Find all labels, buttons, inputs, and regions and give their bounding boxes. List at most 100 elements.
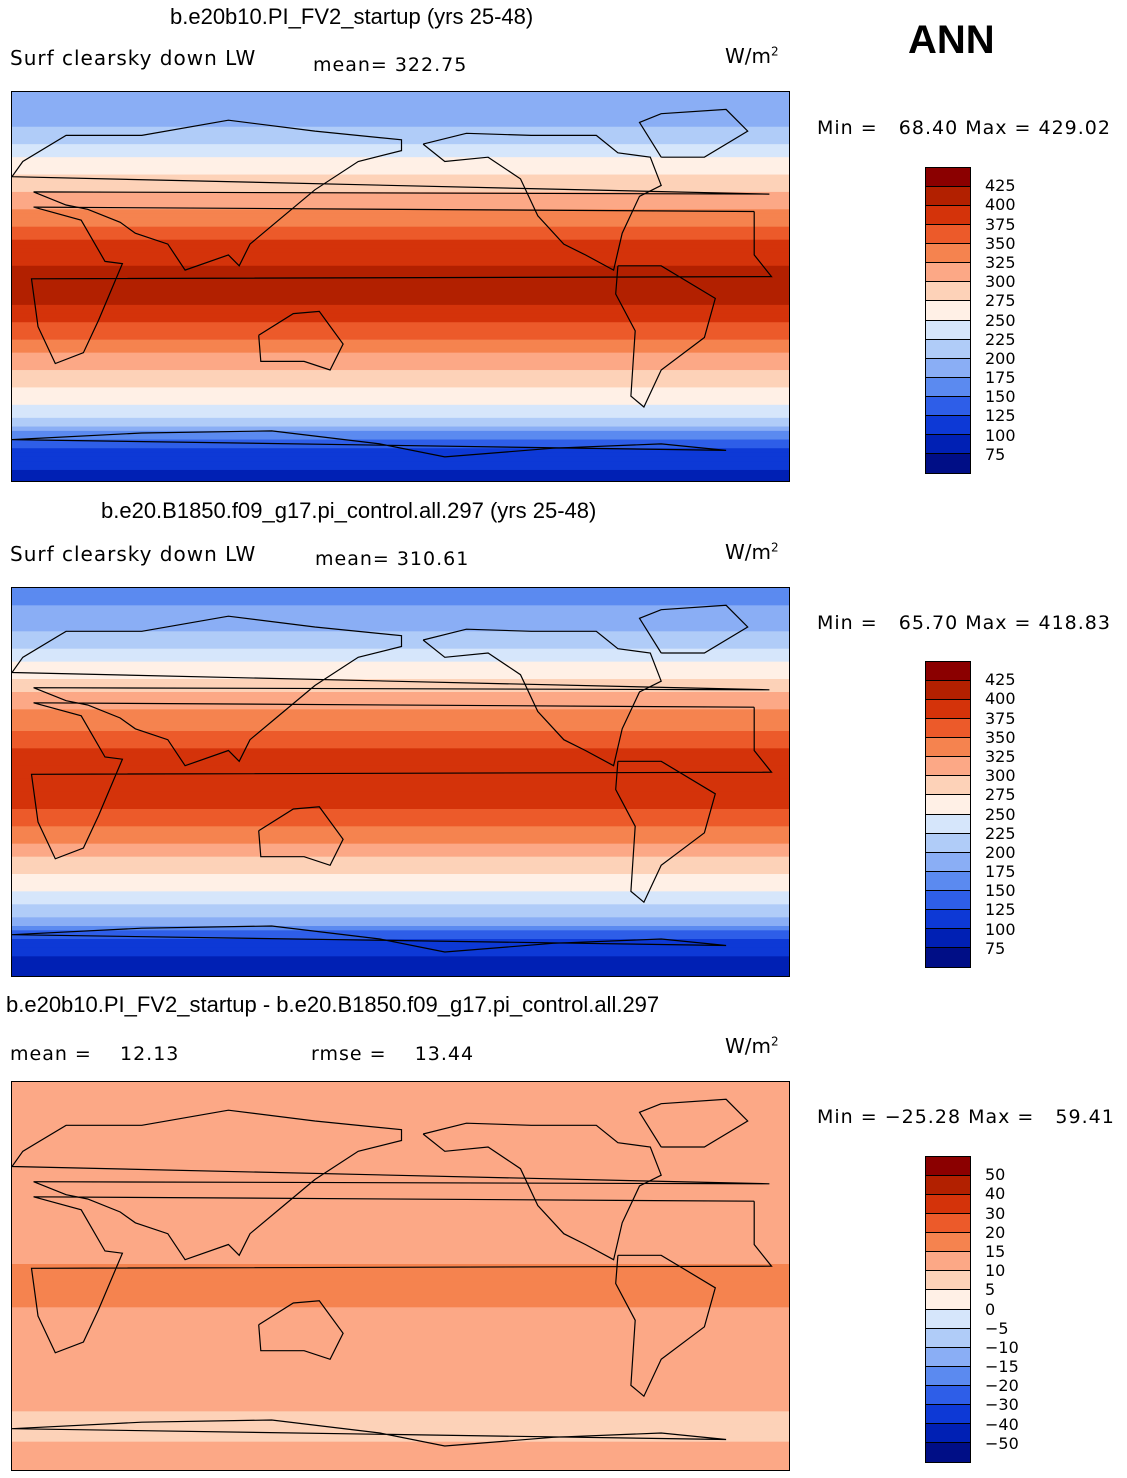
- field-band: [12, 1389, 789, 1395]
- field-band: [12, 1220, 789, 1226]
- field-band: [12, 973, 789, 976]
- colorbar-cell: [926, 909, 970, 929]
- field-band: [12, 1363, 789, 1369]
- field-band: [12, 1415, 789, 1421]
- field-band: [12, 904, 789, 910]
- field-band: [12, 1194, 789, 1200]
- field-band: [12, 774, 789, 780]
- field-band: [12, 1151, 789, 1157]
- field-band: [12, 887, 789, 892]
- field-band: [12, 365, 789, 371]
- panel2-mean: mean= 310.61: [315, 548, 470, 570]
- field-band: [12, 352, 789, 358]
- colorbar-cell: [926, 301, 970, 321]
- field-band: [12, 687, 789, 693]
- colorbar-cell: [926, 396, 970, 416]
- colorbar-cell: [926, 852, 970, 872]
- panel3-mean: mean = 12.13: [10, 1043, 180, 1065]
- field-band: [12, 157, 789, 163]
- colorbar-cell: [926, 1423, 970, 1443]
- field-band: [12, 1164, 789, 1170]
- colorbar-cell: [926, 377, 970, 397]
- colorbar-tick-label: 100: [985, 919, 1016, 939]
- field-band: [12, 1311, 789, 1317]
- field-band: [12, 787, 789, 793]
- colorbar-cell: [926, 719, 970, 739]
- field-band: [12, 1381, 789, 1386]
- field-band: [12, 261, 789, 267]
- field-band: [12, 601, 789, 606]
- field-band: [12, 113, 789, 119]
- panel3-map: [11, 1081, 790, 1471]
- field-band: [12, 222, 789, 228]
- field-band: [12, 943, 789, 949]
- field-band: [12, 843, 789, 849]
- field-band: [12, 1186, 789, 1191]
- colorbar-tick-label: 325: [985, 252, 1016, 272]
- colorbar-tick-label: 225: [985, 823, 1016, 843]
- field-band: [12, 304, 789, 310]
- field-band: [12, 452, 789, 458]
- field-band: [12, 1190, 789, 1196]
- field-band: [12, 1459, 789, 1464]
- coastline: [12, 1419, 727, 1447]
- field-band: [12, 313, 789, 319]
- colorbar-tick-label: 250: [985, 310, 1016, 330]
- field-band: [12, 257, 789, 263]
- field-band: [12, 817, 789, 823]
- field-band: [12, 1168, 789, 1174]
- field-band: [12, 830, 789, 836]
- field-band: [12, 139, 789, 145]
- field-band: [12, 765, 789, 771]
- field-band: [12, 1355, 789, 1360]
- field-band: [12, 791, 789, 797]
- panel2-title: b.e20.B1850.f09_g17.pi_control.all.297 (…: [101, 498, 597, 523]
- field-band: [12, 1229, 789, 1235]
- field-band: [12, 965, 789, 970]
- coastline: [258, 1300, 344, 1361]
- colorbar-tick-label: 425: [985, 670, 1016, 690]
- field-band: [12, 1303, 789, 1308]
- field-band: [12, 283, 789, 289]
- colorbar-tick-label: 425: [985, 176, 1016, 196]
- field-band: [12, 430, 789, 436]
- field-band: [12, 1307, 789, 1313]
- field-band: [12, 152, 789, 158]
- colorbar-tick-label: 200: [985, 348, 1016, 368]
- colorbar-tick-label: −5: [985, 1318, 1009, 1338]
- panel3-units: W/m2: [725, 1034, 779, 1058]
- field-band: [12, 370, 789, 375]
- field-band: [12, 100, 789, 106]
- colorbar-cell: [926, 1347, 970, 1367]
- panel2-minmax: Min = 65.70 Max = 418.83: [817, 612, 1111, 634]
- coastline: [615, 760, 717, 904]
- panel1-variable: Surf clearsky down LW: [10, 46, 257, 70]
- colorbar-cell: [926, 681, 970, 701]
- panel2-variable: Surf clearsky down LW: [10, 542, 257, 566]
- field-band: [12, 1116, 789, 1122]
- field-band: [12, 252, 789, 258]
- panel1-mean: mean= 322.75: [313, 54, 468, 76]
- field-band: [12, 361, 789, 367]
- field-band: [12, 200, 789, 206]
- field-band: [12, 1199, 789, 1204]
- field-band: [12, 322, 789, 328]
- colorbar-tick-label: 200: [985, 842, 1016, 862]
- colorbar-tick-label: 150: [985, 387, 1016, 407]
- field-band: [12, 343, 789, 349]
- season-label: ANN: [908, 18, 995, 62]
- field-band: [12, 952, 789, 957]
- field-band: [12, 235, 789, 241]
- field-band: [12, 796, 789, 801]
- field-band: [12, 1463, 789, 1469]
- panel2-map: [11, 587, 790, 977]
- field-band: [12, 778, 789, 784]
- field-band: [12, 956, 789, 962]
- colorbar-cell: [926, 415, 970, 435]
- colorbar-tick-label: 175: [985, 368, 1016, 388]
- field-band: [12, 161, 789, 167]
- coastline: [615, 265, 717, 408]
- colorbar-cell: [926, 1328, 970, 1348]
- field-band: [12, 391, 789, 397]
- colorbar-tick-label: 15: [985, 1241, 1006, 1261]
